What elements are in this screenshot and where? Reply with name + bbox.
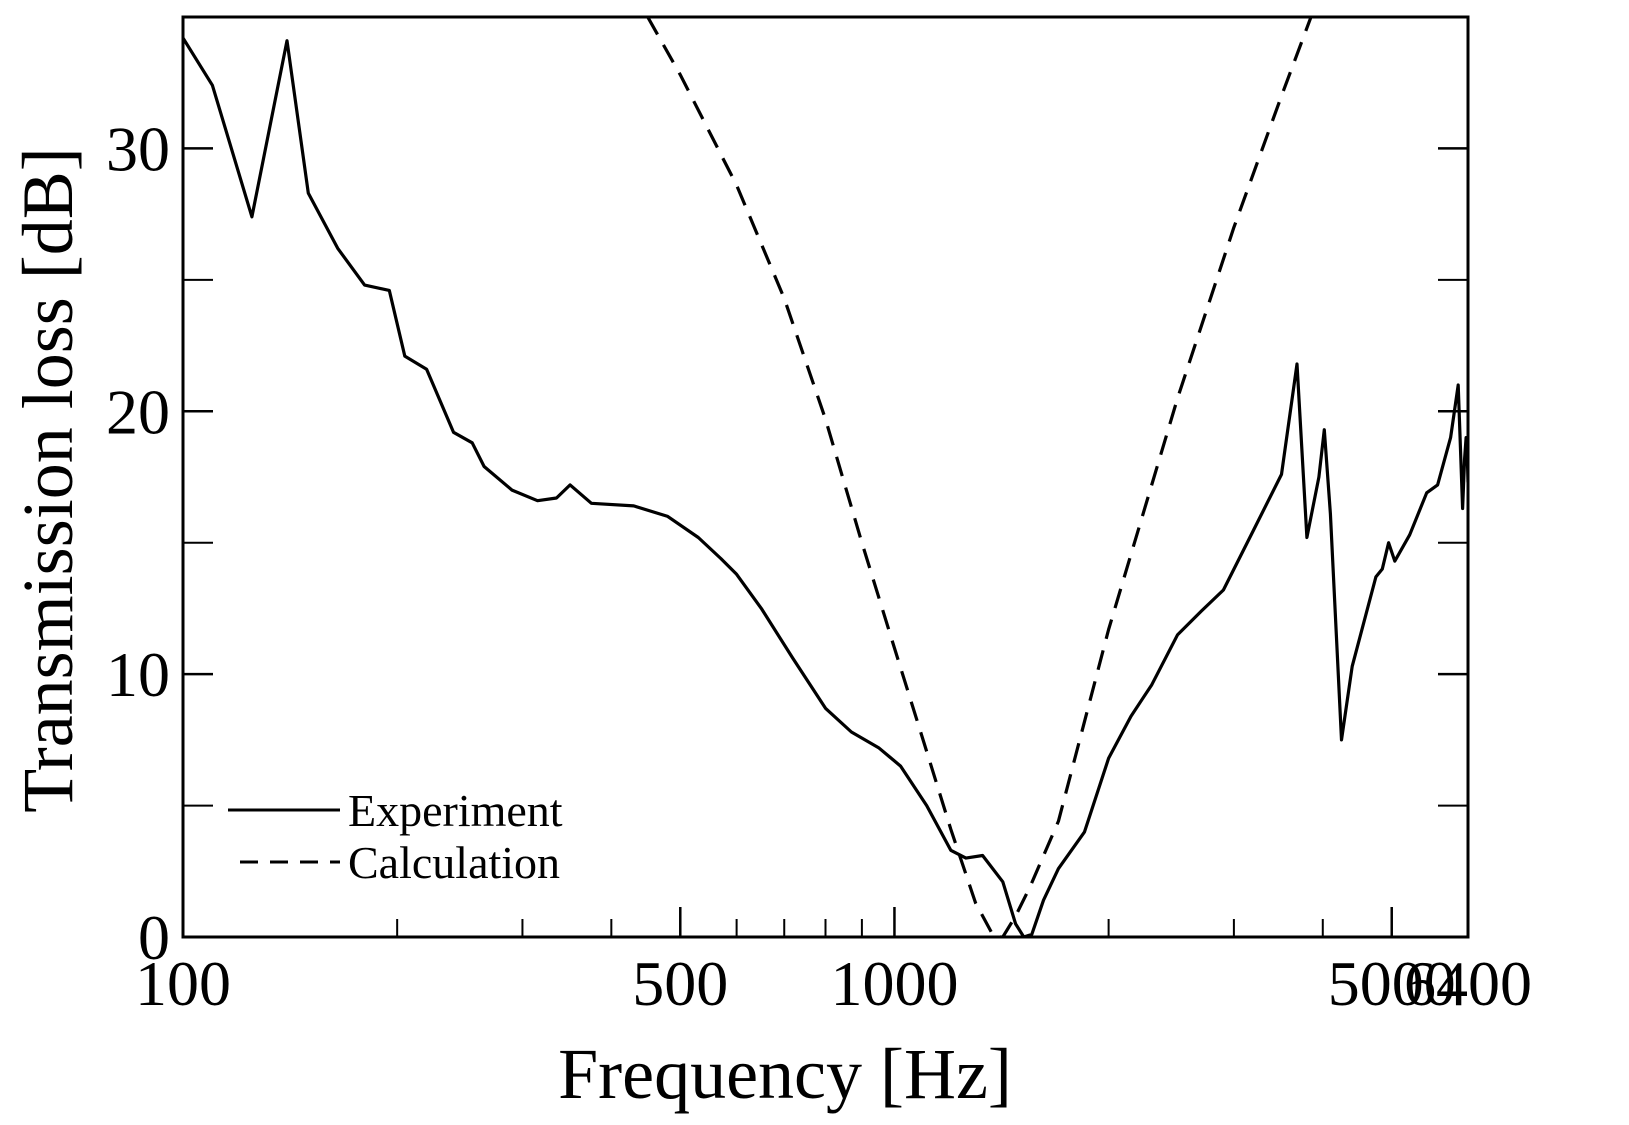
x-axis-label: Frequency [Hz] bbox=[558, 1034, 1012, 1114]
series-line-experiment bbox=[183, 37, 1468, 937]
y-axis-label: Transmission loss [dB] bbox=[8, 147, 88, 812]
x-tick-label: 100 bbox=[135, 948, 231, 1019]
y-tick-label: 10 bbox=[106, 639, 170, 710]
y-tick-label: 0 bbox=[138, 902, 170, 973]
x-tick-label: 1000 bbox=[830, 948, 958, 1019]
series-layer bbox=[183, 17, 1468, 937]
legend-calculation-label: Calculation bbox=[348, 837, 560, 888]
series-line-calculation bbox=[646, 17, 1313, 937]
legend: Experiment Calculation bbox=[228, 785, 563, 888]
y-tick-label: 20 bbox=[106, 376, 170, 447]
x-tick-label: 5000 bbox=[1328, 948, 1456, 1019]
legend-experiment-label: Experiment bbox=[348, 785, 563, 836]
major-ticks bbox=[183, 147, 1468, 937]
x-tick-label: 500 bbox=[632, 948, 728, 1019]
y-tick-labels: 0 10 20 30 bbox=[106, 113, 170, 973]
y-tick-label: 30 bbox=[106, 113, 170, 184]
x-tick-label: 6400 bbox=[1404, 948, 1532, 1019]
minor-ticks bbox=[183, 278, 1468, 937]
